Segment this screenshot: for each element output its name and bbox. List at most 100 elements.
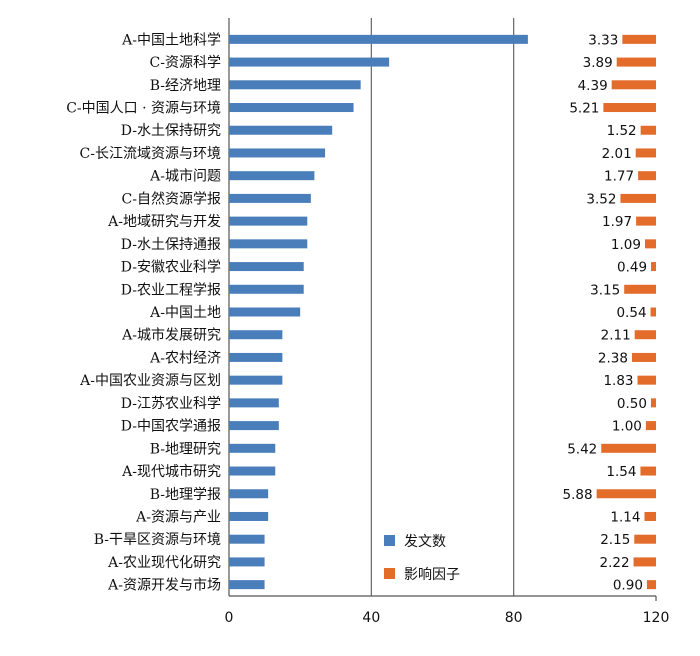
category-label: A-农业现代化研究 — [107, 555, 221, 571]
impact-factor-value-label: 5.21 — [569, 101, 599, 117]
bar-impact-factor — [646, 580, 656, 590]
bar-publications — [229, 171, 315, 181]
bar-impact-factor — [640, 466, 656, 476]
bar-impact-factor — [624, 284, 656, 294]
x-tick-label: 40 — [362, 610, 380, 626]
bar-impact-factor — [633, 557, 656, 567]
impact-factor-value-label: 1.00 — [612, 419, 642, 435]
impact-factor-value-label: 5.42 — [567, 441, 597, 457]
bar-impact-factor — [596, 489, 656, 499]
bar-publications — [229, 511, 269, 521]
category-label: A-城市发展研究 — [121, 327, 221, 344]
bar-publications — [229, 284, 304, 294]
impact-factor-value-label: 1.83 — [603, 373, 633, 389]
impact-factor-value-label: 1.09 — [611, 237, 641, 253]
bar-publications — [229, 580, 265, 590]
bar-publications — [229, 330, 283, 340]
impact-factor-value-label: 2.11 — [601, 328, 631, 344]
category-label: A-中国农业资源与区划 — [79, 373, 221, 389]
bar-impact-factor — [638, 171, 656, 181]
bar-impact-factor — [651, 262, 656, 272]
impact-factor-value-label: 0.49 — [617, 260, 647, 276]
impact-factor-value-label: 0.90 — [613, 578, 643, 594]
bar-impact-factor — [616, 57, 656, 67]
category-label: B-干旱区资源与环境 — [94, 532, 221, 548]
bar-impact-factor — [601, 443, 656, 453]
legend-swatch-impact-factor — [384, 568, 395, 579]
category-label: C-长江流域资源与环境 — [80, 146, 221, 162]
bar-publications — [229, 57, 390, 67]
impact-factor-value-label: 2.01 — [602, 146, 632, 162]
bar-publications — [229, 443, 276, 453]
impact-factor-value-label: 1.97 — [602, 214, 632, 230]
category-label: B-地理研究 — [150, 441, 221, 457]
category-label: A-城市问题 — [149, 168, 221, 185]
legend-swatch-publications — [384, 535, 395, 546]
bar-impact-factor — [637, 375, 656, 385]
impact-factor-value-label: 5.88 — [563, 487, 593, 503]
bar-publications — [229, 421, 279, 431]
bar-publications — [229, 466, 276, 476]
category-label: A-资源开发与市场 — [107, 577, 221, 594]
impact-factor-value-label: 2.15 — [600, 532, 630, 548]
bar-publications — [229, 193, 311, 203]
impact-factor-value-label: 3.33 — [588, 32, 618, 48]
impact-factor-value-label: 0.50 — [617, 396, 647, 412]
bar-publications — [229, 239, 308, 249]
impact-factor-value-label: 2.22 — [600, 555, 630, 571]
legend-label-impact-factor: 影响因子 — [404, 567, 460, 583]
category-label: D-江苏农业科学 — [121, 396, 221, 412]
category-label: D-中国农学通报 — [121, 419, 221, 435]
bar-publications — [229, 125, 333, 135]
impact-factor-value-label: 1.54 — [606, 464, 636, 480]
bar-publications — [229, 375, 283, 385]
bar-impact-factor — [634, 330, 656, 340]
category-label: A-农村经济 — [149, 350, 221, 366]
impact-factor-value-label: 2.38 — [598, 350, 628, 366]
bar-publications — [229, 352, 283, 362]
bar-impact-factor — [644, 239, 656, 249]
category-label: C-资源科学 — [150, 55, 221, 71]
bar-impact-factor — [634, 534, 656, 544]
category-label: B-地理学报 — [150, 487, 221, 503]
category-label: D-农业工程学报 — [121, 282, 221, 298]
impact-factor-value-label: 3.15 — [590, 282, 620, 298]
bar-publications — [229, 557, 265, 567]
impact-factor-value-label: 4.39 — [578, 78, 608, 94]
bar-impact-factor — [620, 193, 656, 203]
bar-impact-factor — [650, 398, 656, 408]
impact-factor-value-label: 1.14 — [610, 509, 640, 525]
category-label: A-地域研究与开发 — [107, 214, 221, 230]
bar-publications — [229, 148, 326, 158]
category-label: A-中国土地 — [149, 305, 221, 321]
bar-impact-factor — [631, 352, 656, 362]
impact-factor-value-label: 1.52 — [607, 123, 637, 139]
bar-impact-factor — [636, 216, 656, 226]
impact-factor-value-label: 0.54 — [616, 305, 646, 321]
bar-publications — [229, 80, 361, 90]
category-label: B-经济地理 — [150, 78, 221, 94]
bar-impact-factor — [650, 307, 656, 317]
category-label: D-水土保持通报 — [121, 237, 221, 253]
bar-publications — [229, 307, 301, 317]
bar-publications — [229, 398, 279, 408]
category-label: A-资源与产业 — [135, 509, 221, 525]
impact-factor-value-label: 1.77 — [604, 169, 634, 185]
legend-label-publications: 发文数 — [404, 534, 446, 550]
category-label: A-现代城市研究 — [121, 463, 221, 480]
bar-publications — [229, 34, 528, 44]
bar-publications — [229, 103, 354, 113]
bar-impact-factor — [640, 125, 656, 135]
impact-factor-value-label: 3.89 — [583, 55, 613, 71]
category-label: A-中国土地科学 — [121, 32, 221, 48]
impact-factor-value-label: 3.52 — [586, 191, 616, 207]
bar-impact-factor — [603, 103, 656, 113]
category-label: C-自然资源学报 — [122, 190, 221, 207]
x-tick-label: 120 — [643, 610, 670, 626]
bar-publications — [229, 262, 304, 272]
bar-publications — [229, 216, 308, 226]
bar-publications — [229, 489, 269, 499]
bar-impact-factor — [635, 148, 656, 158]
x-tick-label: 80 — [505, 610, 523, 626]
